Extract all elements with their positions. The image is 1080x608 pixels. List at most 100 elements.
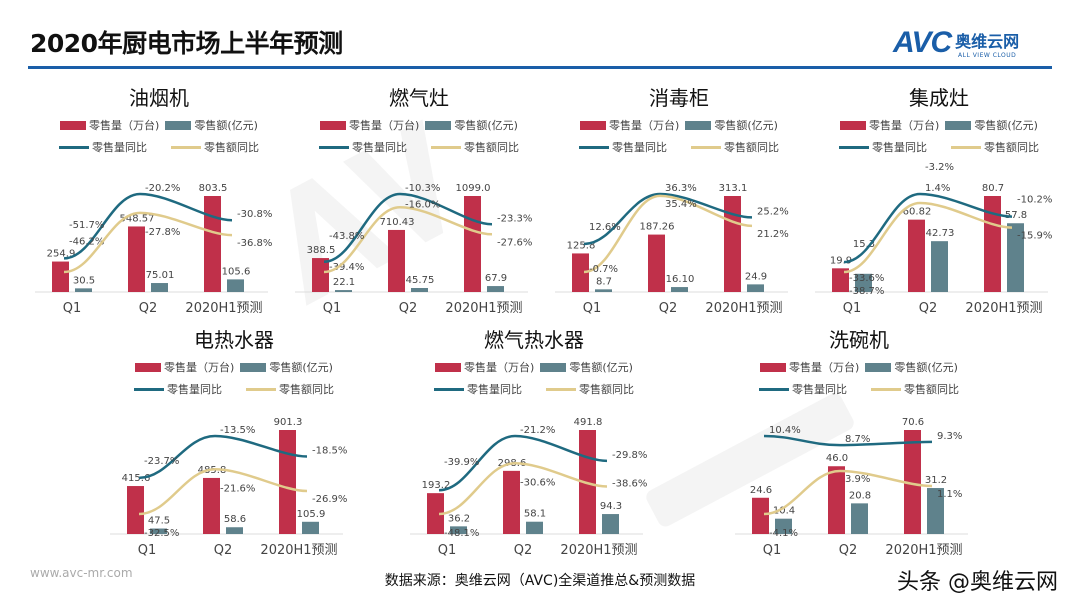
legend-swatch-amount bbox=[240, 362, 267, 372]
volume-yoy-line bbox=[843, 192, 1013, 264]
x-tick-label: Q1 bbox=[323, 301, 342, 316]
volume-yoy-line-label: 25.2% bbox=[757, 206, 789, 217]
amount-bar-label: 22.1 bbox=[333, 277, 355, 288]
legend-amount: 零售额(亿元) bbox=[974, 119, 1038, 132]
volume-bar-label: 710.43 bbox=[380, 217, 415, 228]
legend-amount-yoy: 零售额同比 bbox=[279, 383, 334, 396]
amount-bar bbox=[671, 287, 688, 292]
volume-bar-label: 187.26 bbox=[640, 222, 675, 233]
combo-chart: Q1 Q2 2020H1预测 254.9 548.57 803.5 30.5 75.01 105… bbox=[35, 183, 272, 316]
x-tick-label: Q2 bbox=[919, 301, 938, 316]
volume-yoy-line-label: 12.6% bbox=[589, 222, 621, 233]
amount-yoy-line bbox=[763, 469, 933, 516]
volume-bar bbox=[832, 268, 849, 292]
volume-yoy-line-label: -30.8% bbox=[237, 209, 272, 220]
volume-bar-label: 24.6 bbox=[750, 485, 772, 496]
volume-bar bbox=[52, 261, 69, 292]
amount-yoy-line-label: -15.9% bbox=[1017, 231, 1052, 242]
volume-bar-label: 80.7 bbox=[982, 183, 1004, 194]
amount-bar-label: 20.8 bbox=[849, 490, 871, 501]
volume-bar bbox=[752, 497, 769, 534]
amount-bar-label: 30.5 bbox=[73, 275, 95, 286]
legend-swatch-volume bbox=[135, 362, 162, 372]
volume-bar-label: 491.8 bbox=[574, 417, 603, 428]
combo-chart: Q1 Q2 2020H1预测 24.6 46.0 70.6 10.4 20.8 31.2 10.4… bbox=[735, 417, 968, 558]
x-tick-label: 2020H1预测 bbox=[560, 543, 637, 558]
page-title: 2020年厨电市场上半年预测 bbox=[30, 29, 343, 58]
amount-bar-label: 36.2 bbox=[448, 513, 470, 524]
volume-bar bbox=[904, 430, 921, 534]
volume-bar-label: 803.5 bbox=[199, 183, 228, 194]
volume-yoy-line-label: 8.7% bbox=[845, 434, 870, 445]
amount-bar bbox=[526, 521, 543, 534]
legend-swatch-volume bbox=[580, 120, 607, 130]
volume-yoy-line-label: -23.7% bbox=[144, 456, 179, 467]
volume-bar-label: 60.82 bbox=[903, 207, 932, 218]
legend-volume-yoy: 零售量同比 bbox=[167, 383, 222, 396]
legend-volume: 零售量（万台) bbox=[164, 361, 235, 374]
legend-amount: 零售额(亿元) bbox=[714, 119, 778, 132]
amount-yoy-line-label: 1.1% bbox=[937, 489, 962, 500]
legend-line-amount-yoy bbox=[546, 387, 576, 391]
amount-yoy-line bbox=[843, 201, 1013, 274]
amount-bar bbox=[487, 286, 504, 292]
volume-bar-label: 193.2 bbox=[422, 480, 451, 491]
x-tick-label: Q2 bbox=[214, 543, 233, 558]
volume-yoy-line bbox=[63, 192, 233, 260]
amount-bar bbox=[855, 273, 872, 292]
volume-yoy-line bbox=[583, 192, 753, 246]
volume-yoy-line-label: -21.2% bbox=[520, 425, 555, 436]
amount-yoy-line-label: -16.0% bbox=[405, 199, 440, 210]
amount-bar bbox=[226, 527, 243, 534]
amount-bar-label: 31.2 bbox=[925, 475, 947, 486]
legend-line-amount-yoy bbox=[171, 145, 201, 149]
amount-yoy-line-label: 21.2% bbox=[757, 229, 789, 240]
volume-yoy-line-label: -18.5% bbox=[312, 446, 347, 457]
amount-yoy-line-label: -27.6% bbox=[497, 237, 532, 248]
volume-bar bbox=[572, 253, 589, 292]
amount-bar-label: 67.9 bbox=[485, 273, 507, 284]
x-tick-label: Q2 bbox=[514, 543, 533, 558]
x-tick-label: Q1 bbox=[583, 301, 602, 316]
volume-bar bbox=[828, 466, 845, 534]
legend-amount: 零售额(亿元) bbox=[454, 119, 518, 132]
legend-line-amount-yoy bbox=[431, 145, 461, 149]
amount-yoy-line-label: -43.8% bbox=[329, 231, 364, 242]
amount-yoy-line-label: -26.9% bbox=[312, 494, 347, 505]
chart-title: 洗碗机 bbox=[829, 328, 889, 352]
volume-bar bbox=[503, 470, 520, 534]
legend-amount: 零售额(亿元) bbox=[894, 361, 958, 374]
volume-yoy-line-label: -33.6% bbox=[849, 273, 884, 284]
legend-volume-yoy: 零售量同比 bbox=[792, 383, 847, 396]
amount-yoy-line bbox=[438, 462, 608, 516]
legend-swatch-amount bbox=[865, 362, 892, 372]
volume-yoy-line bbox=[438, 434, 608, 492]
volume-yoy-line-label: -20.2% bbox=[145, 183, 180, 194]
volume-bar bbox=[279, 430, 296, 534]
legend-swatch-amount bbox=[165, 120, 192, 130]
brand-signature: 头条 @奥维云网 bbox=[897, 570, 1058, 595]
volume-bar-label: 415.6 bbox=[122, 473, 151, 484]
x-tick-label: Q1 bbox=[843, 301, 862, 316]
legend-amount: 零售额(亿元) bbox=[569, 361, 633, 374]
volume-bar-label: 70.6 bbox=[902, 417, 924, 428]
amount-yoy-line-label: -48.1% bbox=[444, 528, 479, 539]
volume-yoy-line-label: -46.2% bbox=[69, 236, 104, 247]
volume-yoy-line-label: 36.3% bbox=[665, 183, 697, 194]
amount-bar-label: 24.9 bbox=[745, 271, 767, 282]
legend-line-volume-yoy bbox=[579, 145, 609, 149]
x-tick-label: 2020H1预测 bbox=[185, 301, 262, 316]
amount-yoy-line bbox=[138, 468, 308, 516]
amount-yoy-line-label: -21.6% bbox=[220, 483, 255, 494]
chart-title: 电热水器 bbox=[194, 328, 274, 352]
volume-bar bbox=[984, 196, 1001, 292]
x-tick-label: Q2 bbox=[139, 301, 158, 316]
legend-swatch-volume bbox=[60, 120, 87, 130]
chart-legend: 零售量（万台) 零售额(亿元) 零售量同比 零售额同比 bbox=[290, 114, 548, 158]
amount-bar bbox=[75, 288, 92, 292]
amount-yoy-line-label: 3.9% bbox=[845, 474, 870, 485]
volume-bar bbox=[648, 234, 665, 292]
volume-yoy-line-label: 9.3% bbox=[937, 431, 962, 442]
footer-url: www.avc-mr.com bbox=[30, 566, 133, 580]
